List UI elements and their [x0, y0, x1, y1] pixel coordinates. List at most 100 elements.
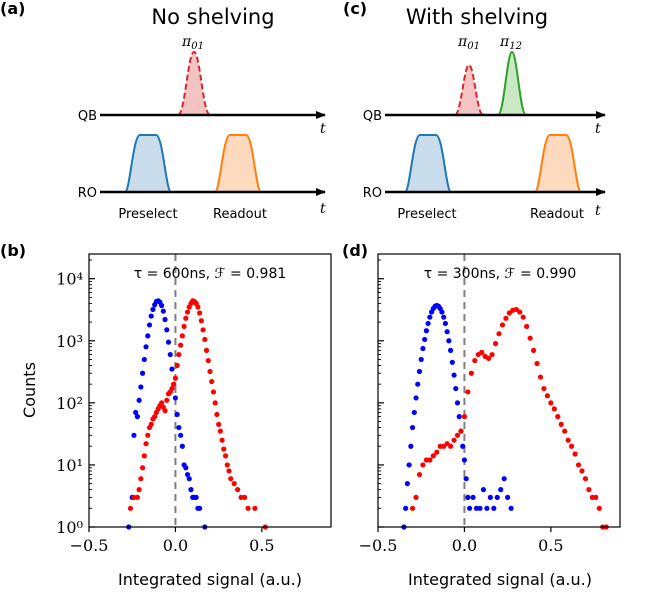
blue-data-point: [425, 320, 431, 327]
panel-d: (d) −0.5 0.0 0.5 τ = 300ns, ℱ = 0.990 Inte…: [342, 241, 621, 589]
red-data-point: [537, 374, 544, 380]
red-data-point: [572, 451, 578, 457]
red-data-point: [503, 315, 509, 321]
y-tick-label: 10¹: [56, 456, 83, 475]
blue-data-point: [162, 316, 168, 323]
blue-data-point: [403, 505, 409, 511]
red-data-point: [207, 368, 213, 375]
blue-data-point: [134, 414, 140, 420]
blue-data-point: [143, 344, 149, 350]
red-data-point: [245, 505, 251, 511]
readout-pulse-c: [534, 134, 582, 193]
y-axis-label: Counts: [20, 362, 39, 418]
red-data-point: [143, 441, 149, 447]
blue-data-point: [418, 356, 424, 363]
red-data-point: [203, 347, 210, 353]
annotation-b: τ = 600ns, ℱ = 0.981: [134, 266, 287, 282]
red-data-point: [178, 342, 184, 348]
panel-d-label: (d): [342, 241, 368, 260]
x-tick-label: 0.5: [538, 536, 563, 555]
readout-label-c: Readout: [530, 207, 584, 222]
red-data-point: [430, 453, 436, 459]
red-data-point: [451, 437, 457, 443]
panel-a-title: No shelving: [151, 5, 274, 29]
blue-data-point: [404, 481, 410, 487]
red-data-point: [409, 505, 416, 511]
blue-data-point: [133, 409, 139, 416]
red-data-point: [216, 421, 222, 427]
y-tick-label: 10⁴: [56, 270, 83, 289]
red-data-point: [544, 393, 551, 399]
t-label-a-ro: t: [320, 201, 326, 217]
blue-data-point: [138, 384, 144, 390]
blue-data-point: [449, 359, 455, 365]
blue-data-point: [484, 505, 490, 511]
blue-data-point: [442, 320, 449, 327]
red-data-point: [212, 400, 218, 406]
panel-b-label: (b): [0, 241, 26, 260]
blue-data-point: [164, 327, 170, 333]
red-data-point: [235, 487, 241, 493]
y-tick-label: 10²: [56, 394, 83, 413]
blue-data-point: [487, 494, 493, 500]
pi01-pulse-c: [454, 63, 484, 116]
blue-data-point: [409, 424, 416, 431]
red-data-point: [219, 437, 225, 443]
red-data-point: [569, 443, 575, 449]
t-label-a-qb: t: [320, 121, 326, 137]
preselect-label-a: Preselect: [118, 207, 177, 222]
red-data-point: [181, 323, 187, 330]
blue-data-point: [416, 368, 423, 375]
red-data-point: [579, 468, 585, 474]
red-data-point: [184, 309, 191, 315]
red-data-point: [527, 335, 533, 341]
red-data-point: [524, 323, 530, 330]
red-data-point: [593, 494, 599, 500]
red-data-point: [499, 322, 506, 328]
x-axis-label-d: Integrated signal (a.u.): [408, 570, 592, 589]
red-data-point: [226, 468, 232, 474]
red-data-point: [179, 333, 185, 339]
x-tick-label: −0.5: [70, 536, 109, 555]
preselect-label-c: Preselect: [397, 207, 456, 222]
red-data-point: [222, 453, 229, 459]
blue-data-point: [463, 476, 469, 482]
t-label-c-ro: t: [595, 203, 601, 219]
blue-data-point: [477, 505, 483, 511]
red-data-point: [434, 449, 440, 455]
red-data-point: [489, 351, 495, 358]
x-tick-label: 0.5: [249, 536, 274, 555]
blue-data-point: [139, 370, 146, 376]
blue-data-point: [172, 395, 179, 401]
red-data-point: [136, 487, 142, 493]
blue-data-point: [146, 322, 153, 328]
panel-b: (b) Counts 10⁰ 10¹ 10² 10³ 10⁴ −0.5 0.0 0.5 τ =…: [0, 241, 332, 589]
red-data-point: [551, 406, 557, 412]
red-data-point: [217, 428, 223, 434]
blue-data-point: [453, 385, 459, 392]
blue-data-point: [456, 414, 462, 420]
readout-pulse-a: [214, 134, 262, 193]
blue-data-point: [505, 494, 511, 500]
blue-data-point: [176, 424, 182, 431]
blue-data-point: [467, 505, 473, 511]
blue-data-point: [498, 487, 504, 493]
blue-data-point: [408, 443, 414, 449]
blue-data-point: [193, 494, 199, 500]
red-data-point: [228, 476, 234, 482]
red-data-point: [221, 446, 227, 452]
red-data-point: [231, 481, 237, 487]
red-data-point: [141, 453, 147, 459]
blue-data-point: [460, 443, 466, 449]
x-tick-label: 0.0: [163, 536, 188, 555]
red-data-point: [448, 443, 454, 449]
blue-data-point: [188, 487, 194, 493]
blue-data-point: [494, 494, 500, 500]
red-data-point: [582, 476, 589, 482]
x-axis-label-b: Integrated signal (a.u.): [118, 570, 302, 589]
blue-data-point: [406, 462, 412, 468]
red-data-point: [139, 465, 146, 471]
red-data-point: [458, 428, 464, 434]
red-data-point: [164, 397, 170, 403]
blue-data-point: [160, 308, 166, 314]
